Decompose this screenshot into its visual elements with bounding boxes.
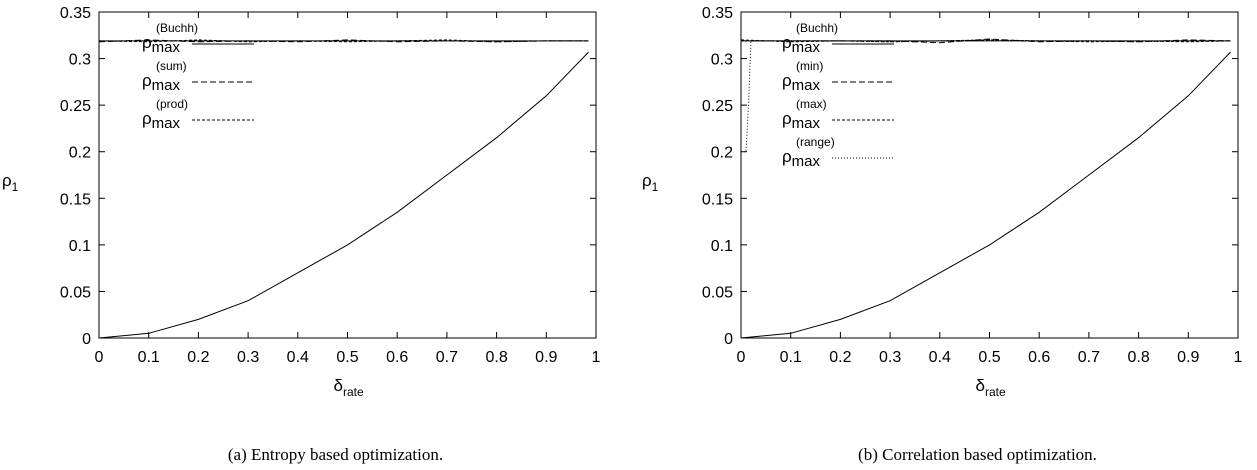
legend-label: ρmax <box>142 109 181 132</box>
y-axis-label: ρ1 <box>642 171 659 194</box>
x-tick-label: 0.7 <box>436 349 458 366</box>
x-tick-label: 0.6 <box>386 349 408 366</box>
y-axis-label: ρ1 <box>2 171 19 194</box>
series-line-4 <box>740 51 1231 339</box>
series-line-3 <box>98 51 589 339</box>
chart-panel-correlation: 0 0.05 0.1 0.15 0.2 0.25 0.3 0.35 0 0.1 0.2 0.3 0.4 0… <box>629 0 1257 470</box>
y-tick-label: 0.3 <box>711 52 733 69</box>
legend-label: ρmax <box>782 71 821 94</box>
x-tick-label: 0 <box>737 349 746 366</box>
legend-label: ρmax <box>782 109 821 132</box>
legend-superscript: (prod) <box>156 97 188 111</box>
legend-entry: ρmax(prod) <box>142 97 254 132</box>
y-tick-label: 0.1 <box>69 238 91 255</box>
x-tick-label: 0.4 <box>287 349 309 366</box>
figure-caption: (a) Entropy based optimization. <box>228 445 443 464</box>
x-tick-label: 0.4 <box>929 349 951 366</box>
x-tick-label: 0.8 <box>485 349 507 366</box>
x-tick-label: 0.2 <box>829 349 851 366</box>
y-tick-label: 0.25 <box>702 98 733 115</box>
y-tick-label: 0.25 <box>60 98 91 115</box>
x-tick-label: 0.5 <box>336 349 358 366</box>
legend-superscript: (sum) <box>156 59 187 73</box>
y-tick-label: 0.05 <box>60 284 91 301</box>
x-tick-label: 1 <box>592 349 601 366</box>
y-tick-label: 0.35 <box>702 5 733 22</box>
x-tick-label: 1 <box>1234 349 1243 366</box>
legend-superscript: (range) <box>796 135 835 149</box>
chart-panel-entropy: 0 0.05 0.1 0.15 0.2 0.25 0.3 0.35 0 0.1 0.2 0.3 0.4 0… <box>0 0 628 470</box>
chart-correlation-svg: 0 0.05 0.1 0.15 0.2 0.25 0.3 0.35 0 0.1 0.2 0.3 0.4 0… <box>642 5 1243 464</box>
x-tick-label: 0.9 <box>535 349 557 366</box>
legend-entry: ρmax(sum) <box>142 59 254 94</box>
legend-entry: ρmax(max) <box>782 97 894 132</box>
legend-label: ρmax <box>782 147 821 170</box>
chart-entropy-svg: 0 0.05 0.1 0.15 0.2 0.25 0.3 0.35 0 0.1 0.2 0.3 0.4 0… <box>2 5 601 464</box>
y-tick-label: 0.35 <box>60 5 91 22</box>
x-tick-label: 0.9 <box>1177 349 1199 366</box>
y-tick-label: 0.2 <box>711 145 733 162</box>
legend-label: ρmax <box>782 33 821 56</box>
x-tick-label: 0.1 <box>780 349 802 366</box>
y-tick-label: 0 <box>82 331 91 348</box>
y-tick-label: 0.15 <box>60 191 91 208</box>
legend-superscript: (max) <box>796 97 827 111</box>
legend-entry: ρmax(Buchh) <box>142 21 254 56</box>
x-tick-label: 0.5 <box>978 349 1000 366</box>
legend-entry: ρmax(range) <box>782 135 894 170</box>
y-tick-label: 0.1 <box>711 238 733 255</box>
legend-superscript: (min) <box>796 59 823 73</box>
x-tick-label: 0.2 <box>187 349 209 366</box>
y-tick-label: 0.2 <box>69 145 91 162</box>
series-line-3 <box>741 39 1231 153</box>
legend-superscript: (Buchh) <box>156 21 198 35</box>
x-tick-label: 0.3 <box>879 349 901 366</box>
y-tick-label: 0.15 <box>702 191 733 208</box>
x-axis-label: δrate <box>334 376 364 399</box>
series-line-2 <box>740 39 1231 43</box>
legend-label: ρmax <box>142 33 181 56</box>
legend-entry: ρmax(Buchh) <box>782 21 894 56</box>
x-tick-label: 0 <box>95 349 104 366</box>
y-tick-label: 0.3 <box>69 52 91 69</box>
x-tick-label: 0.7 <box>1078 349 1100 366</box>
y-tick-label: 0 <box>724 331 733 348</box>
x-tick-label: 0.1 <box>138 349 160 366</box>
legend-superscript: (Buchh) <box>796 21 838 35</box>
x-tick-label: 0.3 <box>237 349 259 366</box>
x-tick-label: 0.8 <box>1127 349 1149 366</box>
figure-caption: (b) Correlation based optimization. <box>858 445 1097 464</box>
legend-entry: ρmax(min) <box>782 59 894 94</box>
legend-label: ρmax <box>142 71 181 94</box>
series-line-1 <box>98 39 589 43</box>
x-tick-label: 0.6 <box>1028 349 1050 366</box>
x-axis-label: δrate <box>976 376 1006 399</box>
y-tick-label: 0.05 <box>702 284 733 301</box>
series-line-2 <box>98 39 589 43</box>
